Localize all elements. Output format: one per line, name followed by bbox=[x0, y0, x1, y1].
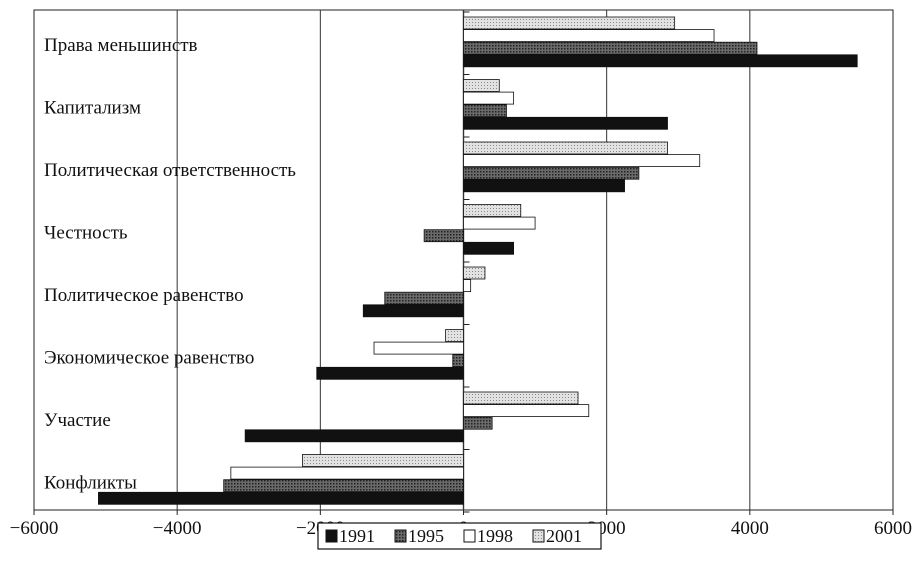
bar-1998 bbox=[463, 29, 715, 43]
bar-1991 bbox=[463, 116, 668, 130]
category-label: Политическая ответственность bbox=[44, 160, 296, 181]
bar-1995 bbox=[463, 104, 507, 118]
bar-1998 bbox=[463, 91, 515, 105]
bar-2001 bbox=[445, 329, 464, 342]
legend: 1991 1995 1998 2001 bbox=[317, 522, 602, 550]
x-tick-label: 6000 bbox=[874, 518, 912, 539]
bar-1991 bbox=[316, 366, 464, 380]
x-tick-label: −4000 bbox=[153, 518, 202, 539]
x-tick-label: −6000 bbox=[10, 518, 59, 539]
bar-2001 bbox=[463, 141, 668, 155]
bar-1998 bbox=[463, 404, 590, 418]
bar-1995 bbox=[463, 416, 493, 430]
bar-1995 bbox=[384, 291, 464, 305]
legend-label-1995: 1995 bbox=[408, 526, 444, 546]
category-label: Капитализм bbox=[44, 98, 141, 119]
bar-1991 bbox=[463, 179, 625, 193]
bar-1998 bbox=[230, 466, 464, 480]
bar-1998 bbox=[373, 341, 464, 355]
bar-1991 bbox=[244, 429, 464, 443]
bar-1991 bbox=[362, 304, 464, 318]
bar-1998 bbox=[463, 216, 536, 230]
bars bbox=[98, 16, 858, 505]
x-tick-label: 4000 bbox=[731, 518, 769, 539]
legend-box bbox=[317, 522, 602, 550]
legend-swatch-2001 bbox=[532, 529, 545, 543]
bar-1991 bbox=[463, 241, 515, 255]
category-label: Конфликты bbox=[44, 473, 137, 494]
bar-1995 bbox=[452, 354, 464, 368]
bar-1998 bbox=[463, 154, 701, 168]
legend-label-1991: 1991 bbox=[339, 526, 375, 546]
bar-2001 bbox=[463, 266, 486, 280]
bar-1995 bbox=[463, 166, 640, 180]
bar-1998 bbox=[463, 279, 472, 293]
bar-2001 bbox=[463, 16, 676, 30]
bar-2001 bbox=[302, 454, 464, 467]
bar-1995 bbox=[423, 229, 464, 243]
category-label: Права меньшинств bbox=[44, 35, 198, 56]
category-label: Экономическое равенство bbox=[44, 348, 254, 369]
legend-swatch-1991 bbox=[325, 529, 338, 543]
legend-swatch-1995 bbox=[394, 529, 407, 543]
legend-label-2001: 2001 bbox=[546, 526, 582, 546]
bar-1995 bbox=[223, 479, 464, 493]
bar-1991 bbox=[463, 54, 858, 68]
category-label: Политическое равенство bbox=[44, 285, 244, 306]
bar-1991 bbox=[98, 491, 464, 505]
category-label: Участие bbox=[44, 410, 111, 431]
category-labels: Права меньшинств Капитализм Политическая о… bbox=[44, 35, 296, 494]
legend-swatch-1998 bbox=[463, 529, 476, 543]
bar-1995 bbox=[463, 41, 758, 55]
bar-2001 bbox=[463, 204, 522, 217]
category-label: Честность bbox=[44, 223, 128, 244]
bar-2001 bbox=[463, 79, 500, 92]
legend-label-1998: 1998 bbox=[477, 526, 513, 546]
bar-2001 bbox=[463, 391, 579, 405]
